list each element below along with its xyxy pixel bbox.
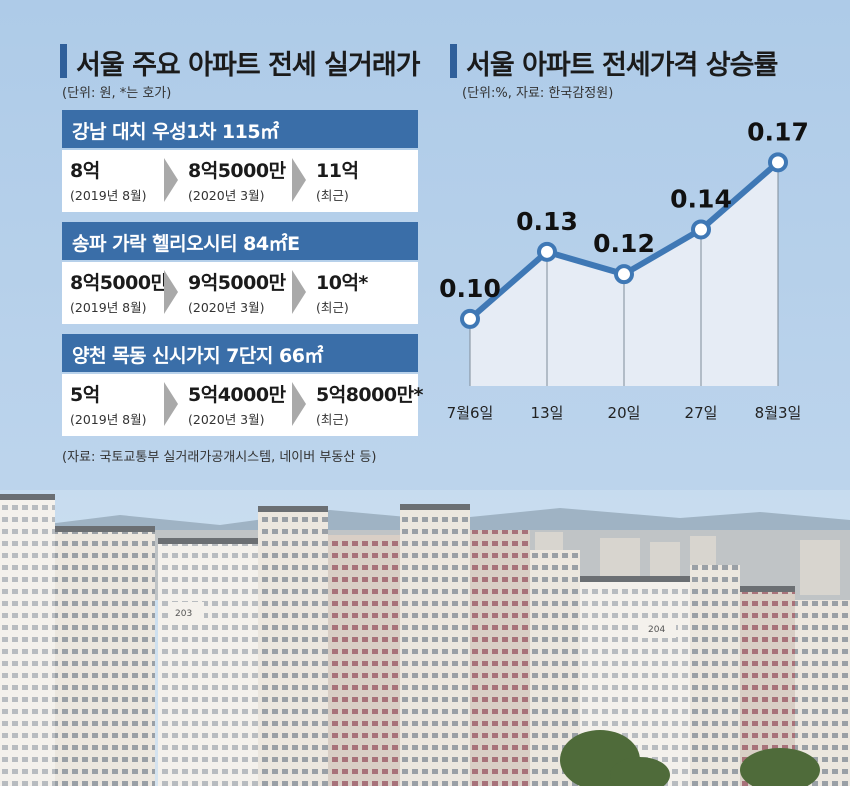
tower-left [0, 498, 55, 786]
apartment-2-step-3: 10억* (최근) [316, 268, 368, 316]
rooftops [0, 494, 795, 592]
price: 8억 [70, 160, 100, 182]
chart-value-label-1: 0.10 [440, 274, 501, 303]
price: 9억5000만 [188, 272, 286, 294]
building-number-204: 204 [648, 625, 665, 635]
tower-left-2 [55, 530, 155, 786]
apartment-1-step-1: 8억 (2019년 8월) [70, 156, 147, 204]
chart-xlabel-layer: 7월6일 13일 20일 27일 8월3일 [447, 404, 802, 422]
date: (2019년 8월) [70, 300, 147, 315]
arrow-icon [164, 382, 178, 426]
tower-mid-2 [328, 535, 400, 786]
apartment-1-step-3: 11억 (최근) [316, 156, 359, 204]
apartment-1-prices: 8억 (2019년 8월) 8억5000만 (2020년 3월) 11억 (최근… [62, 150, 418, 212]
arrow-icon [292, 270, 306, 314]
price: 11억 [316, 160, 359, 182]
chart-x-label-1: 7월6일 [447, 404, 494, 422]
date: (2020년 3월) [188, 300, 265, 315]
price: 8억5000만 [188, 160, 286, 182]
apartment-photo: 203 204 [0, 490, 850, 786]
arrow-icon [164, 270, 178, 314]
price: 5억 [70, 384, 100, 406]
apartment-2-step-1: 8억5000만 (2019년 8월) [70, 268, 168, 316]
apartment-2-prices: 8억5000만 (2019년 8월) 9억5000만 (2020년 3월) 10… [62, 262, 418, 324]
apartment-3-prices: 5억 (2019년 8월) 5억4000만 (2020년 3월) 5억8000만… [62, 374, 424, 436]
tower-right-1 [690, 565, 740, 786]
date: (최근) [316, 188, 349, 203]
right-title-bar [450, 44, 457, 78]
chart-x-label-3: 20일 [608, 404, 641, 422]
chart-drop-layer [469, 162, 779, 386]
building-number-203: 203 [175, 609, 192, 619]
chart-point-layer [460, 152, 788, 329]
chart-point-2 [537, 241, 557, 262]
left-unit: (단위: 원, *는 호가) [62, 86, 172, 101]
left-source: (자료: 국토교통부 실거래가공개시스템, 네이버 부동산 등) [62, 450, 377, 465]
left-title: 서울 주요 아파트 전세 실거래가 [76, 50, 421, 81]
arrow-icon [292, 382, 306, 426]
apartment-1-header: 강남 대치 우성1차 115㎡ [62, 110, 418, 148]
tower-mid-1 [258, 510, 328, 786]
price: 5억4000만 [188, 384, 286, 406]
date: (2019년 8월) [70, 412, 147, 427]
chart-value-label-5: 0.17 [747, 117, 809, 146]
arrow-icon [292, 158, 306, 202]
right-title: 서울 아파트 전세가격 상승률 [466, 50, 778, 81]
date: (최근) [316, 300, 349, 315]
apartment-2-step-2: 9억5000만 (2020년 3월) [188, 268, 286, 316]
chart-point-1 [460, 308, 480, 329]
chart-value-label-4: 0.14 [670, 184, 732, 213]
chart-point-3 [614, 264, 634, 285]
apartment-3-step-3: 5억8000만* (최근) [316, 380, 424, 428]
chart-point-5 [768, 152, 788, 173]
chart-label-layer: 0.10 0.13 0.12 0.14 0.17 [440, 117, 809, 303]
price: 10억* [316, 272, 368, 294]
price: 5억8000만* [316, 384, 424, 406]
apartment-2-header: 송파 가락 헬리오시티 84㎡E [62, 222, 418, 260]
tower-203-label-bg [168, 602, 204, 622]
date: (2020년 3월) [188, 188, 265, 203]
tower-mid-4 [470, 530, 530, 786]
chart-x-label-2: 13일 [531, 404, 564, 422]
apartment-3-step-2: 5억4000만 (2020년 3월) [188, 380, 286, 428]
left-title-bar [60, 44, 67, 78]
apartment-1-step-2: 8억5000만 (2020년 3월) [188, 156, 286, 204]
line-chart: 0.10 0.13 0.12 0.14 0.17 7월6일 13일 20일 27일 8월3일 [440, 117, 809, 422]
date: (2020년 3월) [188, 412, 265, 427]
date: (2019년 8월) [70, 188, 147, 203]
chart-x-label-4: 27일 [685, 404, 718, 422]
chart-x-label-5: 8월3일 [755, 404, 802, 422]
tower-mid-3 [400, 508, 470, 786]
tower-204-label-bg [640, 618, 676, 638]
chart-point-4 [691, 219, 711, 240]
chart-value-label-3: 0.12 [593, 229, 655, 258]
right-unit: (단위:%, 자료: 한국감정원) [462, 86, 614, 101]
tower-203 [158, 542, 258, 786]
apartment-3-step-1: 5억 (2019년 8월) [70, 380, 147, 428]
price: 8억5000만 [70, 272, 168, 294]
apartment-3-header: 양천 목동 신시가지 7단지 66㎡ [62, 334, 418, 372]
date: (최근) [316, 412, 349, 427]
trees [560, 730, 820, 786]
chart-value-label-2: 0.13 [516, 207, 578, 236]
arrow-icon [164, 158, 178, 202]
